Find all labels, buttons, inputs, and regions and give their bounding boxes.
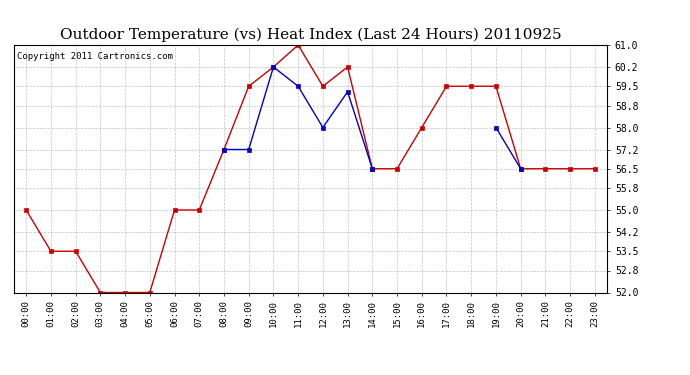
Text: Copyright 2011 Cartronics.com: Copyright 2011 Cartronics.com (17, 53, 172, 62)
Title: Outdoor Temperature (vs) Heat Index (Last 24 Hours) 20110925: Outdoor Temperature (vs) Heat Index (Las… (60, 28, 561, 42)
